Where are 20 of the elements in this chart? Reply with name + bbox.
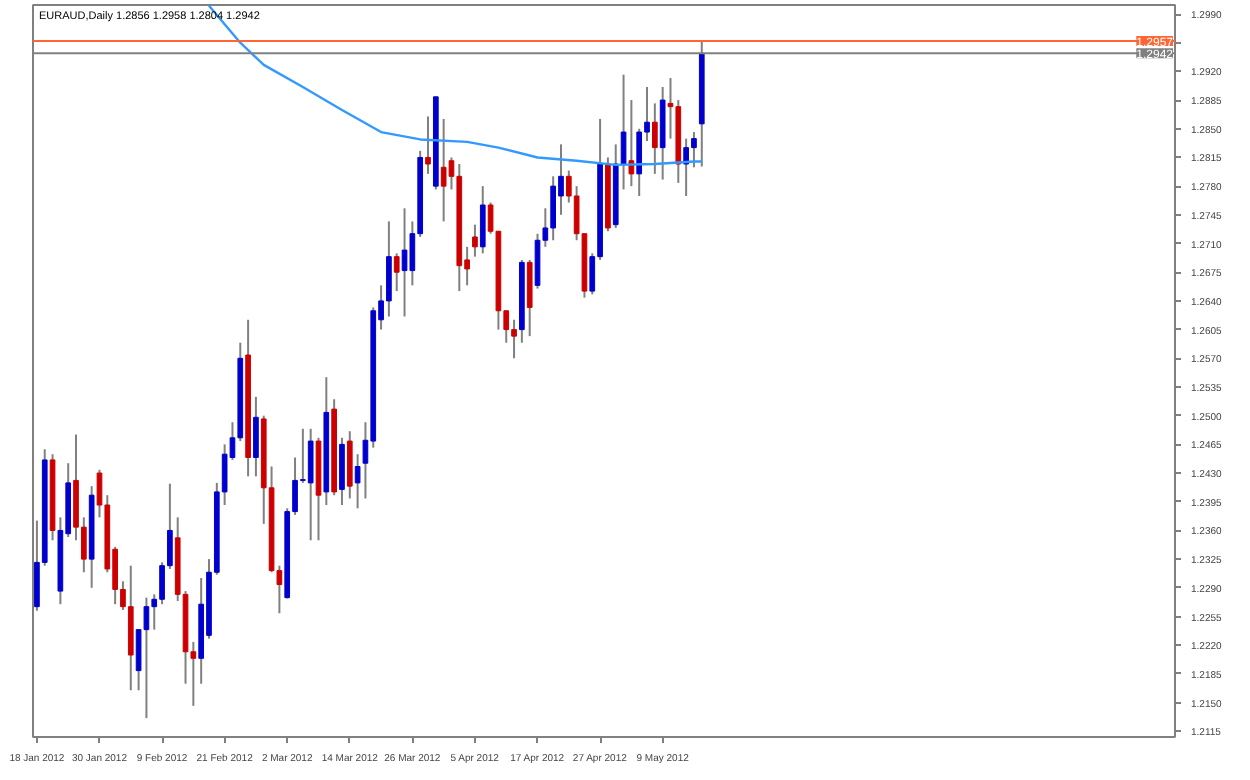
candlestick (691, 131, 697, 169)
candlestick (386, 220, 392, 318)
candlestick (440, 117, 447, 223)
candlestick (307, 427, 314, 542)
candlestick (526, 258, 533, 338)
candlestick (550, 175, 556, 242)
candlestick (472, 223, 478, 258)
candlestick (479, 185, 486, 255)
candlestick (393, 252, 400, 293)
candlestick (425, 115, 431, 175)
candlestick (652, 102, 658, 175)
candlestick (143, 596, 150, 720)
candlestick (683, 137, 689, 197)
candlestick (511, 318, 517, 360)
candlestick (346, 430, 353, 500)
candlestick (401, 207, 408, 318)
candlestick (339, 436, 345, 507)
candlestick (659, 85, 666, 181)
candlestick (636, 127, 643, 197)
candlestick (253, 395, 259, 478)
